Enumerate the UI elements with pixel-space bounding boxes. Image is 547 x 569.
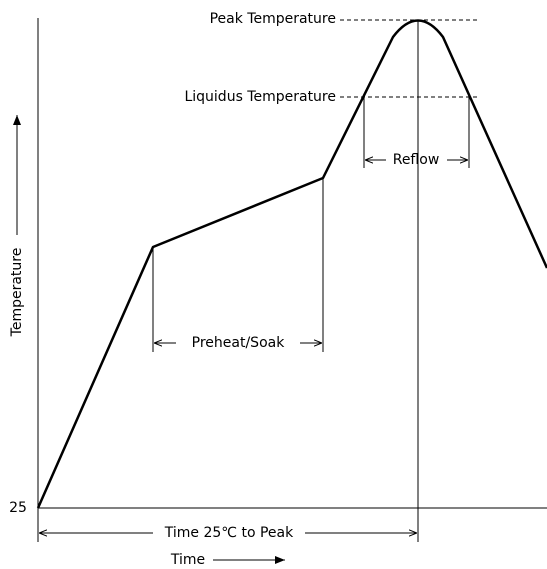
- y-axis-label: Temperature: [9, 248, 25, 338]
- liquidus-label: Liquidus Temperature: [184, 89, 336, 105]
- time-to-peak-label: Time 25℃ to Peak: [164, 525, 294, 541]
- x-axis-label: Time: [170, 552, 205, 568]
- peak-label: Peak Temperature: [210, 11, 336, 27]
- profile-curve: [36, 19, 547, 509]
- preheat-label: Preheat/Soak: [192, 335, 286, 351]
- y-origin-label: 25: [9, 500, 27, 516]
- reflow-label: Reflow: [393, 152, 440, 168]
